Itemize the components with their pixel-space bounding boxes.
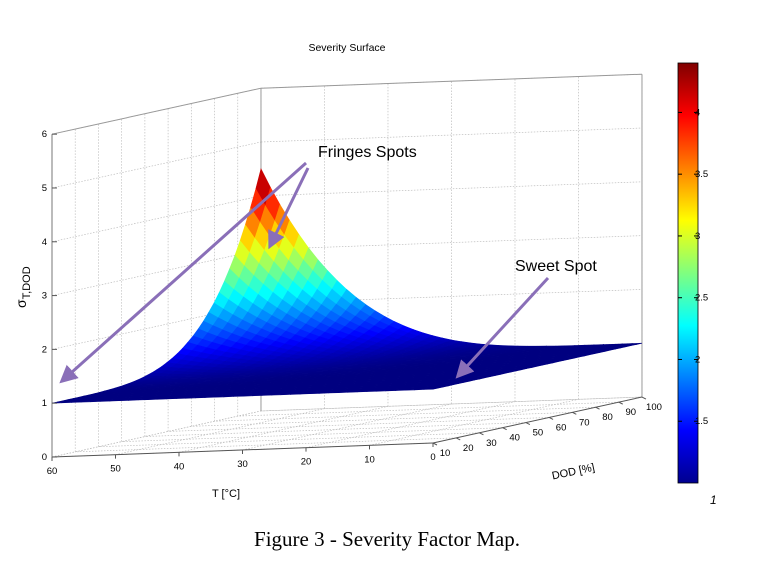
z-tick-label: 3 [42,291,47,302]
grid-line [242,403,452,451]
grid-line [191,411,573,427]
z-tick-label: 1 [42,398,47,409]
axis-edge [260,73,642,89]
colorbar-ticks: 1.5 2 2.5 3 3.5 4 [678,107,708,427]
sweet-spot-arrow [455,276,550,379]
surface-plot [51,168,643,404]
chart-title: Severity Surface [308,42,385,54]
grid-line [51,195,262,243]
colorbar-tick-label: 3.5 [695,169,708,180]
colorbar-tick-label: 4 [695,107,700,118]
y-tick-label: 90 [625,407,636,418]
z-tick-label: 2 [42,344,47,355]
z-tick-label: 4 [42,237,47,248]
y-tick-label: 30 [486,438,497,449]
annotations: Fringes Spots Sweet Spot [59,144,597,384]
y-tick-mark [595,406,600,410]
grid-line [115,408,325,455]
z-axis-label: σT,DOD [13,266,33,308]
fringes-arrow-1 [59,161,307,384]
figure-caption: Figure 3 - Severity Factor Map. [254,527,520,551]
z-axis-ticks: 0 1 2 3 4 5 6 [42,129,57,463]
y-tick-label: 10 [440,448,451,459]
grid-line [178,405,389,453]
grid-line [98,432,480,448]
y-tick-mark [572,411,577,415]
axis-edge [432,396,643,444]
y-tick-label: 50 [533,428,544,439]
x-tick-label: 10 [364,454,375,465]
z-tick-label: 0 [42,452,47,463]
y-tick-mark [618,401,623,405]
y-tick-mark [502,427,507,431]
colorbar: 1.5 2 2.5 3 3.5 4 1 [677,62,717,507]
y-tick-label: 40 [509,433,520,444]
y-tick-label: 70 [579,417,590,428]
y-tick-mark [455,437,461,441]
colorbar-tick-label: 2 [695,354,700,365]
grid-line [305,401,516,449]
t-axis-ticks: 0 10 20 30 40 50 60 [47,443,436,477]
grid-line [369,398,579,446]
grid-line [121,427,503,442]
grid-line [260,235,642,250]
surface-patch [423,387,439,390]
fringes-spots-label: Fringes Spots [318,144,417,161]
axis-edge [51,87,262,135]
y-tick-label: 100 [646,402,662,413]
colorbar-tick-label: 1.5 [695,416,708,427]
x-tick-label: 30 [237,459,248,470]
colorbar-tick-label: 3 [695,231,700,242]
x-tick-label: 50 [110,464,121,475]
x-tick-label: 60 [47,466,58,477]
grid-line [260,181,642,197]
colorbar-bottom-label: 1 [710,493,717,507]
grid-line [75,437,457,453]
x-tick-label: 0 [430,452,435,463]
x-tick-label: 40 [174,461,185,472]
grid-line [168,417,550,432]
colorbar-strip [677,62,699,484]
grid-line [144,422,526,437]
y-tick-mark [525,422,531,426]
svg-text:σT,DOD: σT,DOD [13,266,33,308]
sweet-spot-label: Sweet Spot [515,258,597,275]
grid-line [260,127,642,143]
t-axis-label: T [°C] [212,488,240,500]
grid-line [51,410,262,458]
y-tick-mark [432,442,438,446]
fringes-arrow-2 [268,167,310,250]
y-tick-mark [641,396,647,400]
z-tick-label: 6 [42,129,47,140]
grid-line [51,249,262,296]
grid-line [51,141,262,189]
z-axis-label-main: σ [13,299,29,308]
colorbar-tick-label: 2.5 [695,293,708,304]
y-tick-mark [479,432,484,436]
y-tick-mark [548,417,554,420]
x-tick-label: 20 [301,457,312,468]
dod-axis-ticks: 10 20 30 40 50 60 70 80 90 100 [432,396,662,459]
y-tick-label: 20 [463,443,474,454]
z-axis-label-sub: T,DOD [21,266,33,299]
y-tick-label: 80 [602,412,613,423]
dod-axis-label: DOD [%] [551,462,596,483]
z-tick-label: 5 [42,183,47,194]
y-tick-label: 60 [556,422,567,433]
